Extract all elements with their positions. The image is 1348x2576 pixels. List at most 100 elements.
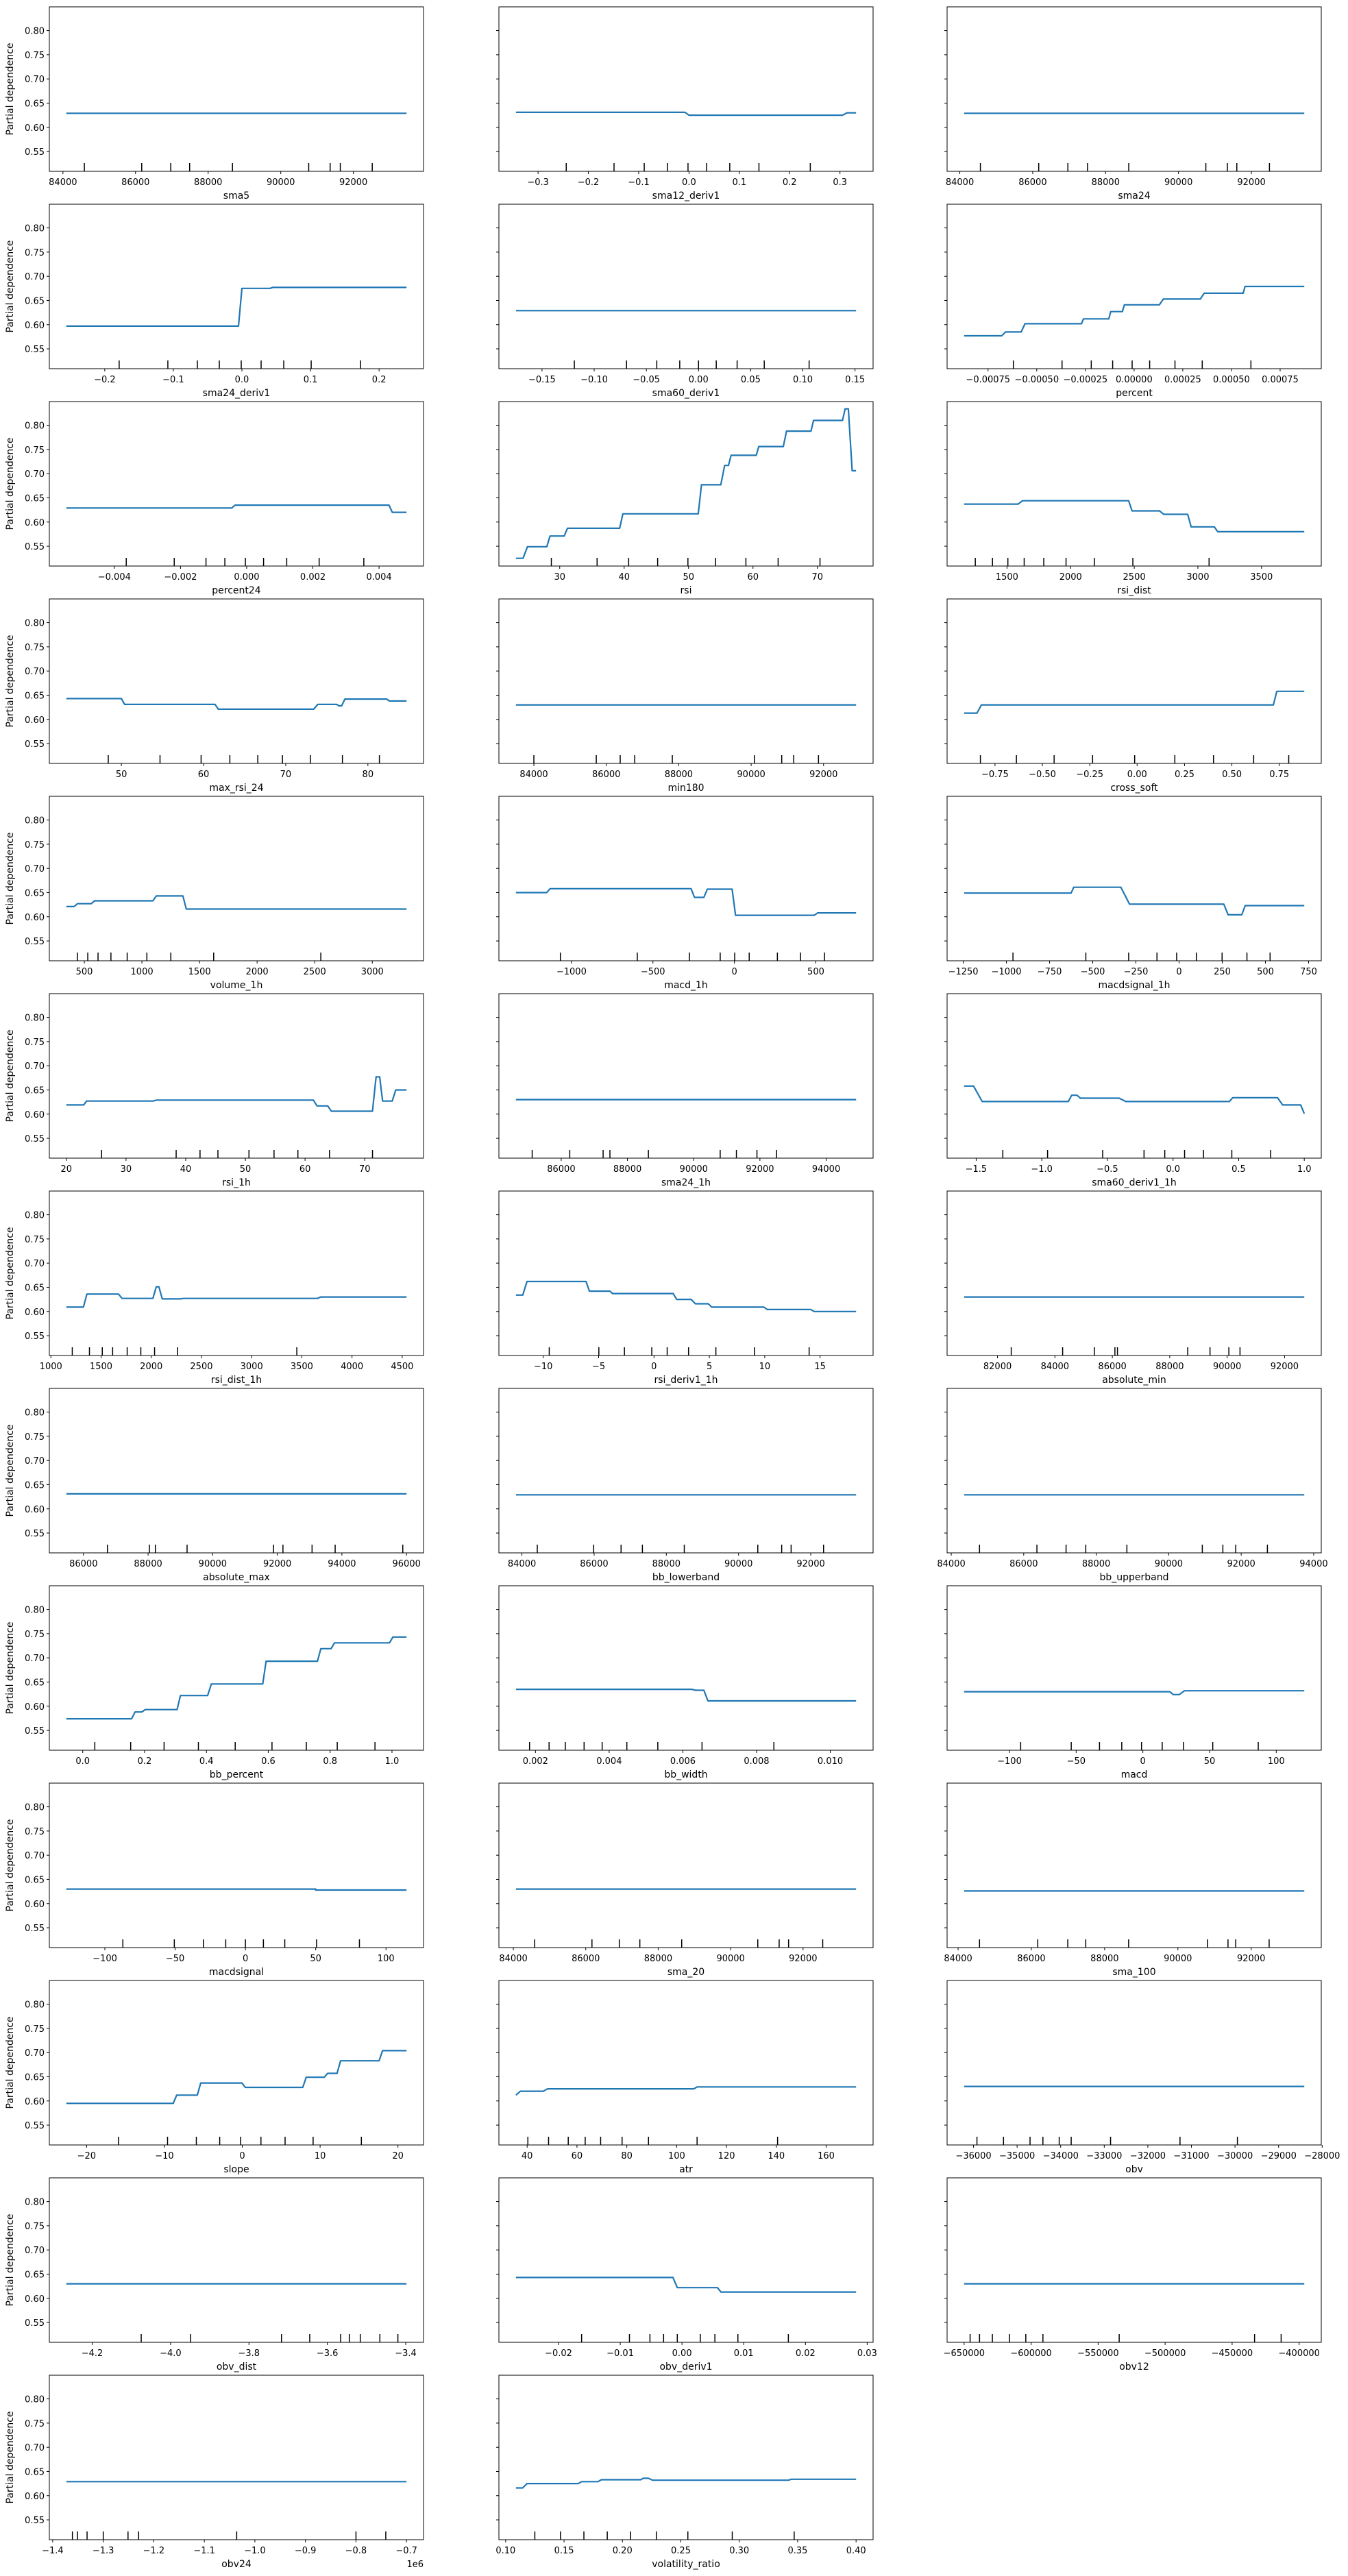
- x-tick-label: 1000: [40, 1362, 62, 1372]
- x-tick-label: −1000: [556, 967, 587, 977]
- pd-subplot-macdsignal-1h: −1250 −1000 −750 −500 −250 0 250 500 750 macdsign…: [944, 796, 1322, 991]
- x-tick-label: −1.0: [244, 2546, 266, 2556]
- x-tick-label: 92000: [1237, 1954, 1265, 1964]
- x-axis-label: volatility_ratio: [652, 2559, 720, 2570]
- axes-frame: [49, 598, 424, 764]
- pd-subplot-volume-1h: 0.55 0.60 0.65 0.70 0.75 0.80 Partial dependen…: [5, 796, 424, 991]
- x-tick-label: 2500: [304, 967, 326, 977]
- x-tick-label: 20: [61, 1164, 73, 1175]
- x-tick-label: 0.0: [75, 1756, 90, 1767]
- x-tick-label: 84000: [1041, 1362, 1069, 1372]
- x-tick-label: −30000: [1217, 2151, 1253, 2161]
- y-tick-label: 0.65: [25, 493, 45, 504]
- x-tick-label: 0.01: [734, 2348, 754, 2359]
- pd-subplot-macdsignal: 0.55 0.60 0.65 0.70 0.75 0.80 Partial dependen…: [5, 1782, 424, 1978]
- partial-dependence-line: [964, 285, 1305, 337]
- y-tick-label: 0.70: [25, 1851, 45, 1861]
- x-tick-label: 84000: [499, 1954, 527, 1964]
- x-tick-label: 86000: [1009, 1559, 1038, 1569]
- x-tick-label: 140: [768, 2151, 785, 2161]
- y-axis-label: Partial dependence: [5, 1029, 16, 1122]
- y-tick-label: 0.55: [25, 937, 45, 947]
- y-tick-label: 0.55: [25, 1134, 45, 1144]
- x-tick-label: 90000: [737, 770, 765, 780]
- axes-frame: [498, 1585, 874, 1751]
- axes-frame: [498, 2375, 874, 2540]
- axes-frame: [946, 1782, 1322, 1948]
- y-tick-label: 0.60: [25, 1505, 45, 1515]
- y-tick-label: 0.80: [25, 224, 45, 234]
- pd-subplot-obv: −36000 −35000 −34000 −33000 −32000 −31000 −300…: [944, 1980, 1340, 2175]
- pd-subplot-min180: 84000 86000 88000 90000 92000 min180: [496, 598, 874, 794]
- x-tick-label: 84000: [508, 1559, 536, 1569]
- x-axis-label: bb_upperband: [1099, 1572, 1168, 1583]
- partial-dependence-line: [66, 286, 407, 327]
- axes-frame: [946, 401, 1322, 567]
- x-axis-label: macd: [1121, 1769, 1148, 1780]
- partial-dependence-line: [515, 2277, 857, 2293]
- x-tick-label: 500: [807, 967, 824, 977]
- x-tick-label: 100: [668, 2151, 685, 2161]
- x-tick-label: 86000: [69, 1559, 97, 1569]
- y-tick-label: 0.60: [25, 518, 45, 528]
- x-tick-label: 70: [359, 1164, 371, 1175]
- x-tick-label: −32000: [1130, 2151, 1166, 2161]
- x-tick-label: 0.4: [199, 1756, 214, 1767]
- x-tick-label: 84000: [937, 1559, 965, 1569]
- x-tick-label: 1.0: [1297, 1164, 1312, 1175]
- partial-dependence-line: [515, 887, 857, 916]
- axes-frame: [946, 2177, 1322, 2343]
- x-tick-label: 0.30: [729, 2546, 749, 2556]
- x-axis-label: sma60_deriv1: [652, 388, 720, 399]
- y-tick-label: 0.65: [25, 1085, 45, 1096]
- x-axis-label: atr: [679, 2164, 693, 2175]
- x-tick-label: −5: [592, 1362, 605, 1372]
- x-tick-label: −31000: [1173, 2151, 1209, 2161]
- x-tick-label: 90000: [267, 177, 295, 188]
- x-tick-label: −1.0: [1031, 1164, 1053, 1175]
- y-tick-label: 0.65: [25, 2270, 45, 2280]
- x-tick-label: 3500: [1250, 572, 1273, 582]
- y-tick-label: 0.80: [25, 2000, 45, 2011]
- axes-frame: [49, 401, 424, 567]
- partial-dependence-line: [964, 886, 1305, 916]
- x-tick-label: 0: [1176, 967, 1181, 977]
- x-tick-label: −0.002: [164, 572, 197, 582]
- x-tick-label: −50: [166, 1954, 184, 1964]
- axes-frame: [49, 1190, 424, 1356]
- x-tick-label: 84000: [519, 770, 548, 780]
- y-tick-label: 0.60: [25, 2492, 45, 2502]
- y-tick-label: 0.80: [25, 1211, 45, 1221]
- axes-frame: [498, 2177, 874, 2343]
- x-tick-label: −1250: [948, 967, 979, 977]
- axes-frame: [946, 6, 1322, 172]
- y-tick-label: 0.80: [25, 2198, 45, 2208]
- pd-subplot-obv-deriv1: −0.02 −0.01 0.00 0.01 0.02 0.03 obv_deriv1: [496, 2177, 877, 2372]
- y-tick-label: 0.75: [25, 1630, 45, 1640]
- x-tick-label: 90000: [1155, 1559, 1183, 1569]
- x-tick-label: 500: [76, 967, 93, 977]
- y-tick-label: 0.55: [25, 739, 45, 750]
- partial-dependence-line: [515, 2477, 857, 2489]
- pd-subplot-sma60-deriv1: −0.15 −0.10 −0.05 0.00 0.05 0.10 0.15 sma60_der…: [496, 204, 874, 399]
- x-tick-label: −0.00050: [1014, 375, 1059, 385]
- x-tick-label: 0.008: [744, 1756, 769, 1767]
- x-tick-label: 0.1: [304, 375, 318, 385]
- y-tick-label: 0.65: [25, 2072, 45, 2083]
- y-tick-label: 0.60: [25, 1702, 45, 1713]
- y-tick-label: 0.80: [25, 816, 45, 826]
- y-tick-label: 0.65: [25, 691, 45, 701]
- pd-subplot-bb-width: 0.002 0.004 0.006 0.008 0.010 bb_width: [496, 1585, 874, 1780]
- x-tick-label: 4500: [391, 1362, 413, 1372]
- y-tick-label: 0.60: [25, 913, 45, 923]
- x-tick-label: 0.00000: [1116, 375, 1153, 385]
- x-tick-label: 88000: [1082, 1559, 1110, 1569]
- axes-frame: [49, 993, 424, 1159]
- x-tick-label: −0.004: [98, 572, 131, 582]
- x-tick-label: 0: [651, 1362, 657, 1372]
- y-tick-label: 0.55: [25, 2318, 45, 2329]
- x-tick-label: −1.1: [193, 2546, 215, 2556]
- x-tick-label: −3.6: [317, 2348, 339, 2359]
- x-tick-label: 80: [621, 2151, 633, 2161]
- y-tick-label: 0.55: [25, 1332, 45, 1342]
